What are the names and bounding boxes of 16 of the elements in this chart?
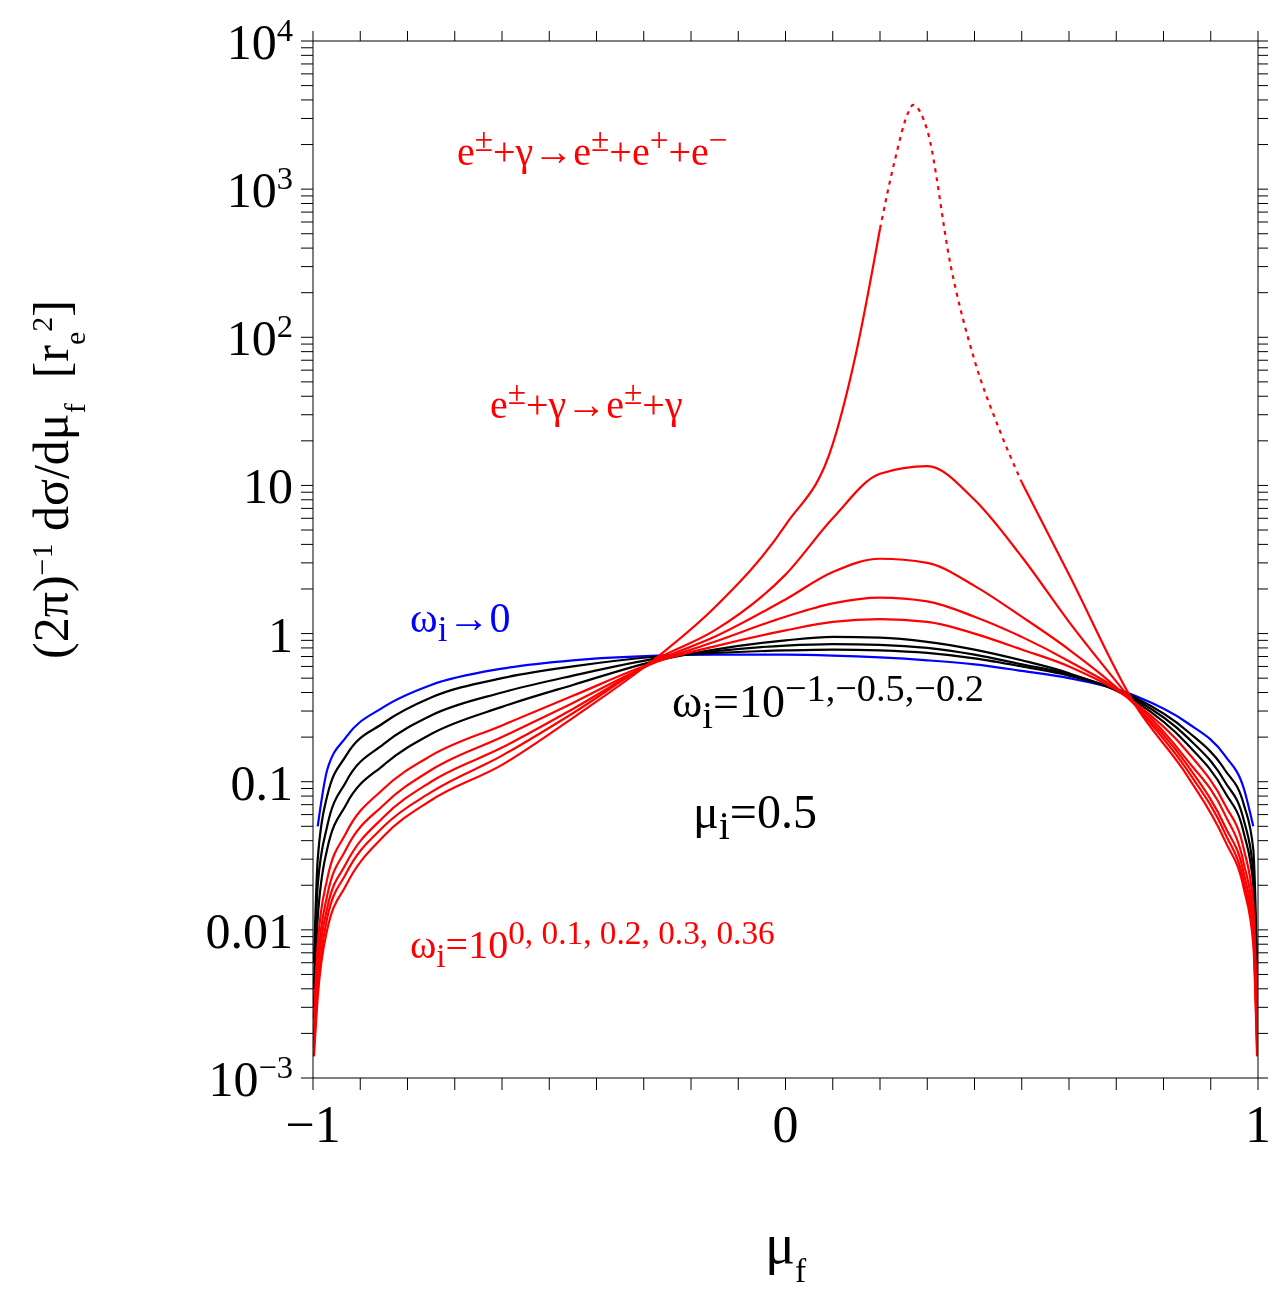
x-tick-label: 0	[772, 1096, 799, 1153]
annotation: e$^{±}$+γ→e$^{±}$+γ	[490, 373, 683, 430]
annotation: ω$_{i}$=10$^{−1,−0.5,−0.2}$	[672, 666, 984, 738]
x-axis-title: μ$_{f}$	[764, 1213, 807, 1289]
annotation: μ$_{i}$=0.5	[693, 784, 817, 850]
y-tick-label: 10$^{4}$	[226, 12, 293, 70]
x-tick-label: 1	[1245, 1096, 1271, 1153]
y-tick-label: 10$^{2}$	[226, 308, 293, 367]
y-tick-label: 10	[243, 458, 293, 515]
y-tick-label: 10$^{3}$	[226, 160, 293, 219]
y-tick-label: 0.1	[230, 754, 293, 811]
annotation: ω$_{i}$=10$^{0, 0.1, 0.2, 0.3, 0.36}$	[410, 913, 775, 977]
y-tick-label: 0.01	[205, 902, 293, 959]
annotation: ω$_{i}$→0	[410, 594, 511, 652]
y-tick-label: 1	[268, 606, 293, 663]
annotation: e$^{±}$+γ→e$^{±}$+e$^{+}$+e$^{−}$	[457, 120, 728, 177]
